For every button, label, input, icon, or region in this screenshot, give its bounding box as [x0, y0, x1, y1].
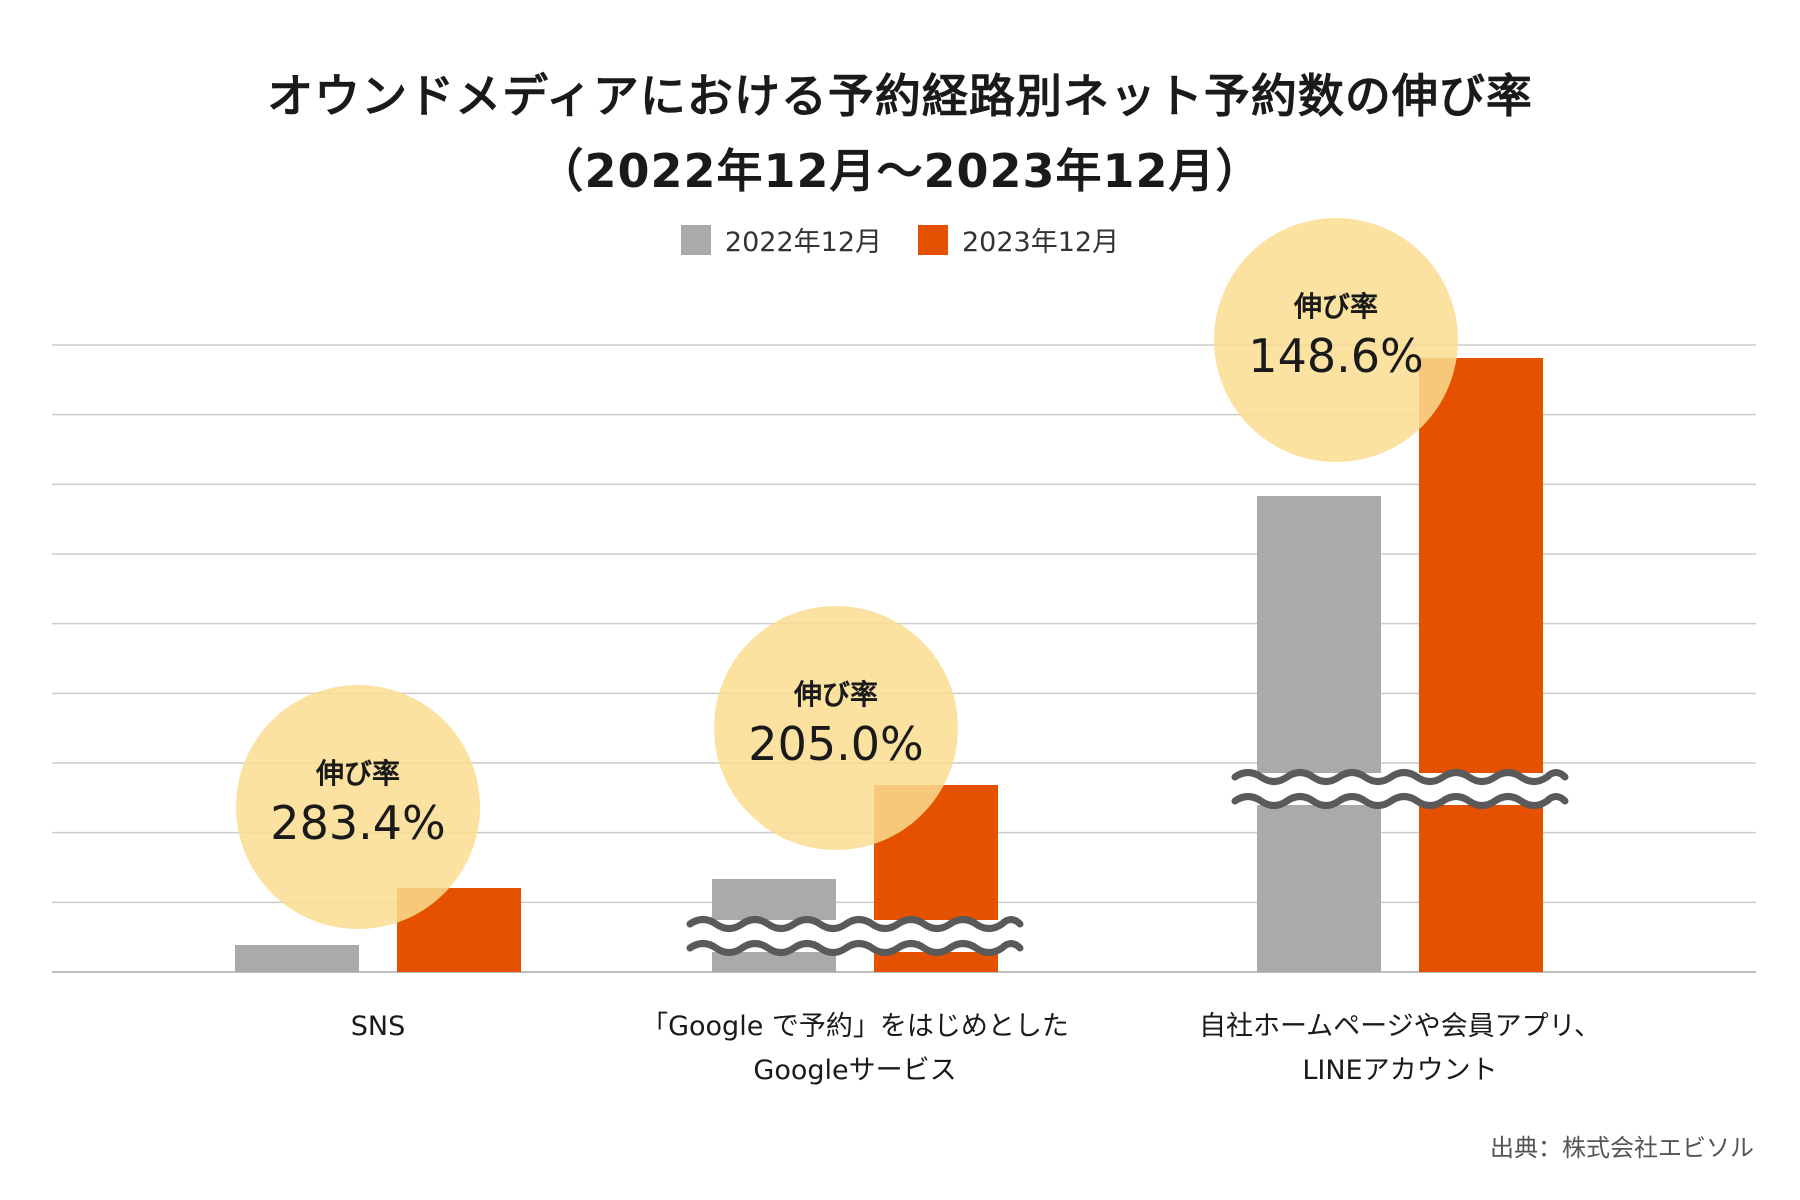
legend-item-2022: 2022年12月 [680, 220, 882, 259]
growth-label-2: 伸び率 [1293, 290, 1378, 323]
chart-subtitle: （2022年12月～2023年12月） [537, 144, 1263, 198]
source-note: 出典：株式会社エビソル [1490, 1134, 1754, 1162]
category-label-line: Googleサービス [753, 1055, 957, 1086]
category-label-line: SNS [350, 1011, 406, 1042]
legend-label-2023: 2023年12月 [962, 227, 1120, 258]
growth-rate-1: 205.0% [748, 717, 923, 771]
category-label-line: LINEアカウント [1302, 1055, 1498, 1086]
bar-2023-2 [1419, 358, 1543, 972]
axis-break-wave [686, 940, 1024, 956]
growth-rate-0: 283.4% [270, 796, 445, 850]
legend-label-2022: 2022年12月 [724, 227, 882, 258]
chart-title: オウンドメディアにおける予約経路別ネット予約数の伸び率 [267, 69, 1533, 123]
legend: 2022年12月 2023年12月 [0, 220, 1800, 259]
legend-swatch-2023 [918, 224, 948, 255]
category-label-sns: SNS [148, 1005, 608, 1049]
growth-circle-2 [1214, 218, 1458, 462]
category-label-line: 「Google で予約」をはじめとした [641, 1011, 1069, 1042]
growth-label-0: 伸び率 [315, 757, 400, 790]
axis-breaks [686, 769, 1569, 956]
category-label-own-site: 自社ホームページや会員アプリ、 LINEアカウント [1170, 1005, 1630, 1093]
axis-break-wave [686, 916, 1024, 932]
bar-2022-2 [1257, 496, 1381, 972]
growth-rate-2: 148.6% [1248, 329, 1423, 383]
legend-swatch-2022 [680, 224, 711, 255]
category-label-line: 自社ホームページや会員アプリ、 [1198, 1011, 1602, 1042]
growth-label-1: 伸び率 [793, 678, 878, 711]
category-label-google: 「Google で予約」をはじめとした Googleサービス [625, 1005, 1085, 1093]
axis-break-wave [1231, 769, 1569, 785]
bar-2022-0 [235, 945, 359, 972]
growth-circle-0 [236, 685, 480, 929]
growth-callouts: 伸び率 283.4% 伸び率 205.0% 伸び率 148.6% [236, 218, 1458, 929]
legend-item-2023: 2023年12月 [918, 220, 1119, 259]
growth-circle-1 [714, 606, 958, 850]
axis-break-wave [1231, 793, 1569, 809]
